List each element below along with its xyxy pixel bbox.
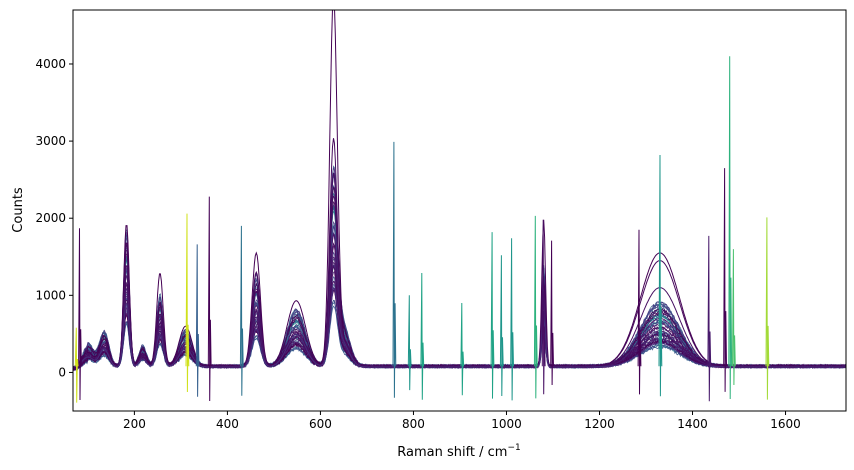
- y-tick-label: 0: [58, 365, 66, 379]
- cosmic-spike: [460, 302, 465, 396]
- x-axis-ticks: 200 400 600 800 1000 1200 1400 1600: [123, 411, 801, 431]
- x-tick-label: 1600: [770, 417, 801, 431]
- spike-layer: [74, 56, 770, 403]
- cosmic-spike: [765, 217, 770, 400]
- x-tick-label: 800: [402, 417, 425, 431]
- x-tick-label: 600: [309, 417, 332, 431]
- cosmic-spike: [490, 232, 495, 399]
- x-tick-label: 1000: [491, 417, 522, 431]
- y-tick-label: 2000: [35, 211, 66, 225]
- cosmic-spike: [658, 154, 663, 397]
- cosmic-spike: [732, 249, 736, 386]
- cosmic-spike: [407, 295, 412, 391]
- cosmic-spike: [541, 219, 546, 395]
- y-axis-label: Counts: [11, 187, 26, 233]
- cosmic-spike: [195, 244, 200, 397]
- cosmic-spike: [185, 213, 190, 393]
- x-axis-label: Raman shift / cm−1: [397, 443, 521, 460]
- y-tick-label: 4000: [35, 57, 66, 71]
- plot-frame: [72, 9, 847, 412]
- cosmic-spike: [239, 225, 244, 396]
- cosmic-spike: [420, 272, 425, 400]
- cosmic-spike: [723, 168, 727, 392]
- cosmic-spike: [707, 235, 712, 402]
- cosmic-spike: [550, 240, 554, 386]
- y-tick-label: 3000: [35, 134, 66, 148]
- series-layer: [73, 10, 846, 372]
- x-tick-label: 200: [123, 417, 146, 431]
- cosmic-spike: [728, 56, 733, 400]
- x-tick-label: 1200: [584, 417, 615, 431]
- y-tick-label: 1000: [35, 288, 66, 302]
- x-tick-label: 400: [216, 417, 239, 431]
- cosmic-spike: [392, 141, 397, 398]
- cosmic-spike: [533, 215, 538, 399]
- x-tick-label: 1400: [677, 417, 708, 431]
- series-spectrum-5: [73, 288, 846, 368]
- cosmic-spike: [510, 238, 514, 401]
- cosmic-spike: [74, 327, 79, 403]
- cosmic-spike: [78, 228, 82, 401]
- y-axis-ticks: 0 1000 2000 3000 4000: [35, 57, 73, 379]
- cosmic-spike: [499, 255, 504, 397]
- cosmic-spike: [207, 196, 212, 402]
- cosmic-spike: [637, 229, 642, 395]
